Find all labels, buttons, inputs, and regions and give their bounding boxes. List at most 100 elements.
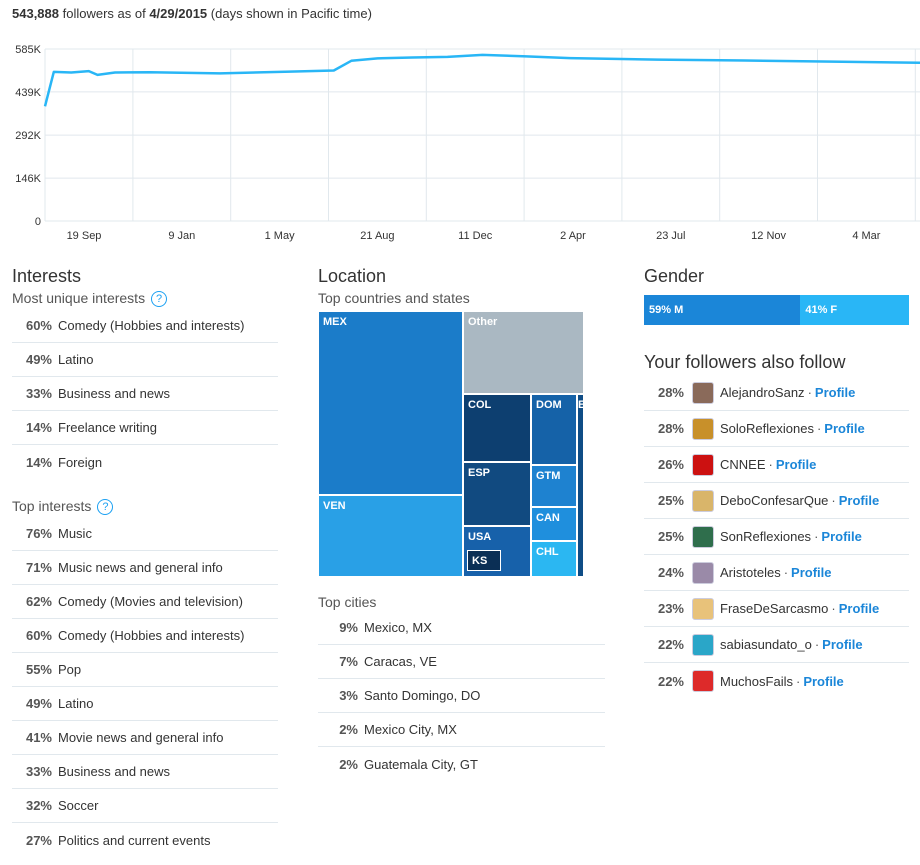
- item-label: Soccer: [58, 798, 99, 813]
- treemap-mex[interactable]: MEX: [318, 311, 463, 495]
- item-label: Politics and current events: [58, 832, 211, 848]
- x-tick-label: 4 Mar: [852, 230, 880, 242]
- unique-interests-label: Most unique interests?: [12, 290, 168, 307]
- treemap-chl[interactable]: CHL: [531, 541, 577, 577]
- treemap-dom[interactable]: DOM: [531, 394, 577, 465]
- top-cities-list: 9% Mexico, MX 7% Caracas, VE 3% Santo Domingo…: [318, 611, 605, 781]
- profile-link[interactable]: Profile: [791, 565, 832, 580]
- avatar[interactable]: [692, 633, 714, 656]
- item-percent: 27%: [25, 832, 52, 848]
- avatar[interactable]: [692, 453, 714, 476]
- item-percent: 76%: [25, 526, 52, 541]
- treemap-can[interactable]: CAN: [531, 507, 577, 541]
- item-percent: 2%: [339, 722, 358, 737]
- follow-username: FraseDeSarcasmo: [720, 601, 829, 616]
- list-item: 7% Caracas, VE: [318, 645, 605, 679]
- treemap-col[interactable]: COL: [463, 394, 531, 462]
- separator: ·: [807, 385, 812, 400]
- item-percent: 49%: [25, 696, 52, 711]
- interests-title: Interests: [12, 266, 82, 286]
- gender-female-segment: 41% F: [800, 295, 909, 325]
- item-percent: 62%: [25, 594, 52, 609]
- treemap-ven[interactable]: VEN: [318, 495, 463, 577]
- item-percent: 14%: [25, 454, 52, 470]
- follow-username: CNNEE: [720, 457, 766, 472]
- treemap-extra[interactable]: E: [577, 394, 584, 577]
- list-item: 2% Guatemala City, GT: [318, 747, 605, 781]
- item-label: Music news and general info: [58, 560, 223, 575]
- profile-link[interactable]: Profile: [822, 637, 863, 652]
- avatar[interactable]: [692, 417, 714, 440]
- avatar[interactable]: [692, 489, 714, 512]
- item-percent: 60%: [25, 628, 52, 643]
- item-percent: 49%: [25, 352, 52, 367]
- profile-link[interactable]: Profile: [821, 529, 862, 544]
- list-item: 9% Mexico, MX: [318, 611, 605, 645]
- avatar[interactable]: [692, 381, 714, 404]
- item-label: Latino: [58, 696, 94, 711]
- avatar[interactable]: [692, 670, 714, 692]
- x-tick-label: 21 Aug: [360, 230, 394, 242]
- separator: ·: [831, 493, 836, 508]
- help-icon[interactable]: ?: [97, 499, 114, 515]
- item-label: Caracas, VE: [364, 654, 437, 669]
- follow-item: 25% DeboConfesarQue · Profile: [644, 483, 909, 519]
- countries-treemap: MEX Other VEN COL DOM E ESP GTM USA CAN …: [318, 311, 584, 577]
- item-percent: 7%: [339, 654, 358, 669]
- treemap-other[interactable]: Other: [463, 311, 584, 394]
- follow-percent: 23%: [657, 601, 684, 616]
- cities-label: Top cities: [318, 594, 377, 610]
- list-item: 55% Pop: [12, 653, 278, 687]
- list-item: 32% Soccer: [12, 789, 278, 823]
- follow-username: DeboConfesarQue: [720, 493, 829, 508]
- follow-item: 25% SonReflexiones · Profile: [644, 519, 909, 555]
- item-label: Pop: [58, 662, 82, 677]
- list-item: 33% Business and news: [12, 755, 278, 789]
- item-label: Business and news: [58, 386, 171, 401]
- location-title: Location: [318, 266, 387, 286]
- item-label: Comedy (Movies and television): [58, 594, 243, 609]
- unique-interests-text: Most unique interests: [12, 290, 146, 306]
- item-label: Latino: [58, 352, 94, 367]
- item-label: Comedy (Hobbies and interests): [58, 628, 245, 643]
- unique-interests-list: 60% Comedy (Hobbies and interests) 49% Lati…: [12, 309, 278, 479]
- treemap-gtm[interactable]: GTM: [531, 465, 577, 507]
- profile-link[interactable]: Profile: [838, 493, 880, 508]
- avatar[interactable]: [692, 525, 714, 548]
- list-item: 14% Foreign: [12, 445, 278, 479]
- list-item: 60% Comedy (Hobbies and interests): [12, 619, 278, 653]
- y-tick-label: 439K: [15, 87, 41, 99]
- treemap-esp[interactable]: ESP: [463, 462, 531, 526]
- item-percent: 71%: [25, 560, 52, 575]
- treemap-ks[interactable]: KS: [467, 550, 501, 571]
- profile-link[interactable]: Profile: [838, 601, 880, 616]
- also-follow-title: Your followers also follow: [644, 352, 846, 372]
- profile-link[interactable]: Profile: [824, 421, 865, 436]
- follow-item: 26% CNNEE · Profile: [644, 447, 909, 483]
- y-tick-label: 0: [35, 216, 41, 228]
- x-tick-label: 1 May: [265, 230, 295, 242]
- profile-link[interactable]: Profile: [814, 385, 856, 400]
- x-tick-label: 12 Nov: [751, 230, 786, 242]
- separator: ·: [768, 457, 773, 472]
- gender-title: Gender: [644, 266, 705, 286]
- item-label: Guatemala City, GT: [364, 756, 478, 772]
- item-percent: 14%: [25, 420, 52, 435]
- profile-link[interactable]: Profile: [775, 457, 817, 472]
- avatar[interactable]: [692, 561, 714, 584]
- list-item: 3% Santo Domingo, DO: [318, 679, 605, 713]
- list-item: 49% Latino: [12, 343, 278, 377]
- help-icon[interactable]: ?: [151, 291, 168, 307]
- separator: ·: [783, 565, 789, 580]
- list-item: 71% Music news and general info: [12, 551, 278, 585]
- x-tick-label: 9 Jan: [168, 230, 195, 242]
- item-label: Business and news: [58, 764, 171, 779]
- follow-item: 23% FraseDeSarcasmo · Profile: [644, 591, 909, 627]
- avatar[interactable]: [692, 597, 714, 620]
- follow-item: 24% Aristoteles · Profile: [644, 555, 909, 591]
- item-label: Mexico City, MX: [364, 722, 457, 737]
- profile-link[interactable]: Profile: [803, 673, 844, 689]
- follow-username: SoloReflexiones: [720, 421, 814, 436]
- follower-count: 543,888: [12, 6, 59, 21]
- follow-item: 22% MuchosFails · Profile: [644, 663, 909, 699]
